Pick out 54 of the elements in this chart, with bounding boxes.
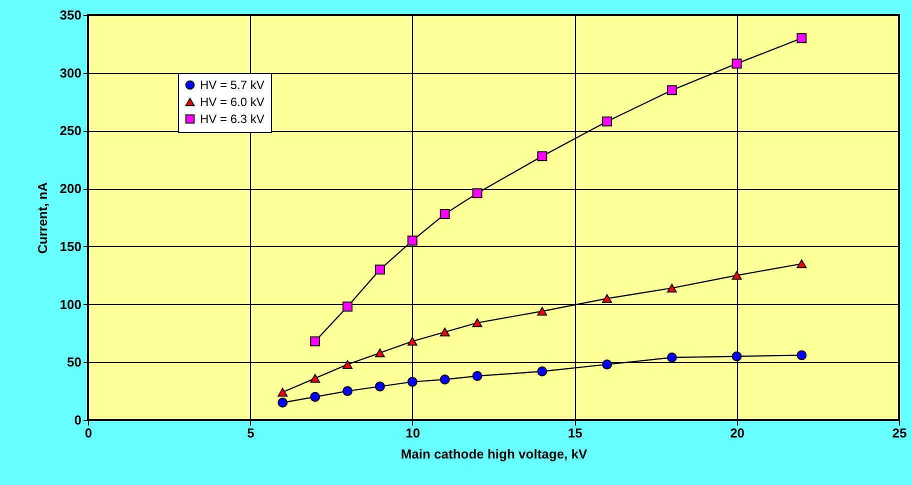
point	[440, 374, 450, 384]
y-tick-label: 0	[74, 412, 82, 428]
point	[374, 348, 385, 358]
point	[472, 318, 482, 328]
point	[537, 151, 548, 162]
point	[602, 359, 612, 370]
point	[440, 328, 450, 336]
point	[796, 350, 807, 360]
point	[602, 116, 612, 126]
point	[407, 236, 418, 246]
point	[310, 392, 320, 402]
point	[537, 366, 548, 376]
point	[602, 294, 612, 303]
point	[796, 259, 807, 268]
point	[796, 33, 807, 44]
y-tick-label: 50	[67, 354, 82, 370]
y-tick-label: 250	[60, 123, 82, 138]
x-axis-title: Main cathode high voltage, kV	[400, 446, 588, 462]
legend-label: HV = 6.3 kV	[200, 112, 264, 126]
point	[278, 398, 288, 408]
legend-label: HV = 5.7 kV	[200, 78, 264, 92]
point	[374, 264, 385, 275]
point	[440, 209, 450, 219]
point	[310, 336, 320, 346]
point	[472, 371, 482, 381]
point	[278, 388, 288, 397]
y-tick-label: 100	[60, 296, 82, 312]
x-tick-label: 10	[406, 426, 420, 440]
x-tick-label: 0	[84, 426, 92, 440]
point	[732, 58, 742, 69]
y-tick-label: 300	[60, 65, 82, 80]
point	[310, 374, 320, 383]
y-tick-label: 150	[60, 238, 82, 254]
point	[732, 270, 742, 280]
point	[407, 336, 418, 346]
x-tick-label: 25	[892, 426, 907, 440]
point	[374, 381, 385, 392]
point	[342, 386, 352, 396]
y-tick-label: 200	[60, 181, 82, 196]
point	[666, 85, 677, 96]
point	[666, 284, 677, 292]
point	[537, 306, 548, 316]
y-tick-label: 350	[60, 8, 82, 22]
legend-label: HV = 6.0 kV	[200, 95, 264, 109]
point	[342, 302, 352, 312]
point	[407, 376, 418, 387]
point	[732, 351, 742, 362]
x-tick-label: 20	[730, 426, 745, 440]
x-tick-label: 15	[568, 426, 582, 440]
point	[666, 352, 677, 362]
point	[472, 188, 482, 198]
y-axis-title: Current, nA	[34, 182, 50, 254]
x-tick-label: 5	[247, 426, 254, 440]
point	[342, 360, 352, 369]
